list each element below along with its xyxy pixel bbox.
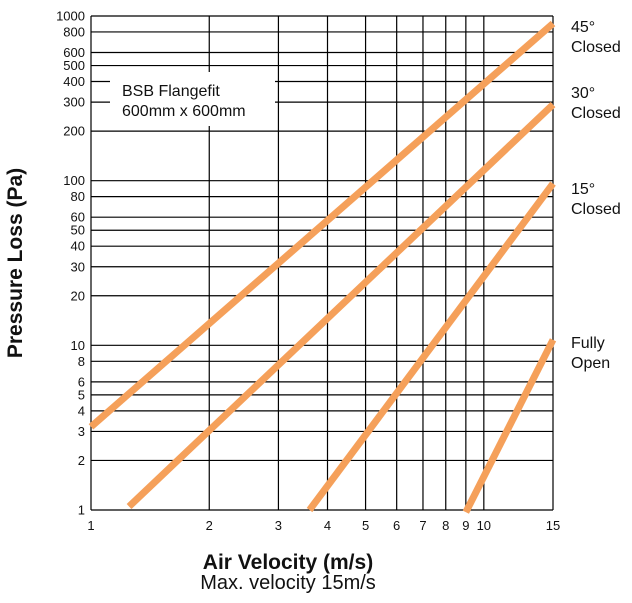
series-label-2-line-2: Closed [571,105,621,122]
y-tick-label: 400 [63,74,85,89]
y-tick-label: 50 [71,223,85,238]
y-tick-label: 500 [63,58,85,73]
y-tick-label: 100 [63,173,85,188]
y-tick-label: 1000 [56,9,85,24]
series-label-1-line-2: Closed [571,39,621,56]
tick-labels: 1 2 3 4 5 6 7 8 9 10 15123456810203040506080100200… [56,9,560,534]
x-tick-label: 10 [477,518,491,533]
series-label-4-line-2: Open [571,355,610,372]
y-tick-label: 2 [78,453,85,468]
y-tick-label: 600 [63,45,85,60]
y-tick-label: 20 [71,288,85,303]
x-tick-label: 6 [393,518,400,533]
y-tick-label: 8 [78,354,85,369]
y-tick-label: 30 [71,259,85,274]
annotation-line-1: BSB Flangefit [122,83,220,100]
annotation-box: BSB Flangefit 600mm x 600mm [110,72,275,126]
y-tick-label: 60 [71,210,85,225]
series-label-2-line-1: 30° [571,85,595,102]
x-axis-subtitle: Max. velocity 15m/s [200,572,376,594]
series-line-3 [306,181,556,513]
x-tick-label: 9 [462,518,469,533]
series-label-1-line-1: 45° [571,19,595,36]
x-tick-label: 7 [419,518,426,533]
y-axis-label: Pressure Loss (Pa) [4,168,27,358]
x-axis-label: Air Velocity (m/s) [203,551,373,574]
y-tick-label: 3 [78,424,85,439]
series-label-3-line-2: Closed [571,201,621,218]
series-line-1 [88,20,556,430]
y-tick-label: 80 [71,189,85,204]
series-label-3-line-1: 15° [571,181,595,198]
y-tick-label: 40 [71,239,85,254]
annotation-line-2: 600mm x 600mm [122,103,246,120]
x-tick-label: 1 [87,518,94,533]
y-tick-label: 5 [78,387,85,402]
x-tick-label: 4 [324,518,331,533]
series-line-4 [462,338,557,514]
y-tick-label: 200 [63,124,85,139]
series-labels: 45° Closed 30° Closed 15° Closed Fully Open [571,19,621,372]
series-line-2 [126,101,556,510]
x-tick-label: 3 [275,518,282,533]
y-tick-label: 300 [63,95,85,110]
series-label-4-line-1: Fully [571,335,605,352]
y-tick-label: 6 [78,374,85,389]
y-tick-label: 800 [63,24,85,39]
y-tick-label: 4 [78,403,85,418]
x-tick-label: 8 [442,518,449,533]
y-tick-label: 1 [78,503,85,518]
y-tick-label: 10 [71,338,85,353]
x-tick-label: 15 [546,518,560,533]
grid [90,15,554,511]
x-tick-label: 5 [362,518,369,533]
x-tick-label: 2 [206,518,213,533]
series-lines [88,20,557,514]
